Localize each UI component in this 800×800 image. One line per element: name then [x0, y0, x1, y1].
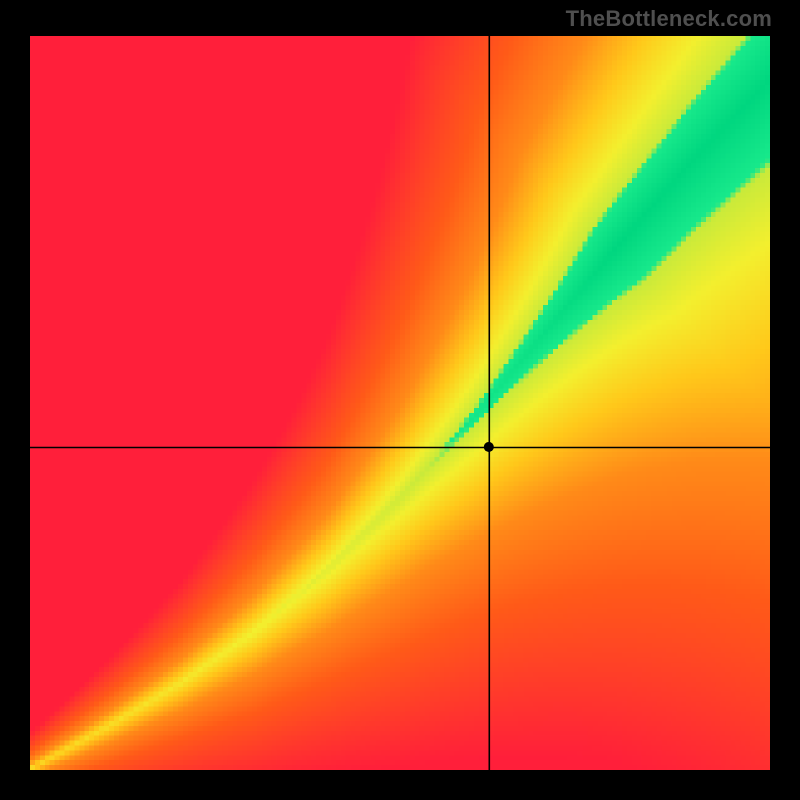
chart-stage: TheBottleneck.com — [0, 0, 800, 800]
crosshair-overlay — [30, 36, 770, 770]
watermark-text: TheBottleneck.com — [566, 6, 772, 32]
